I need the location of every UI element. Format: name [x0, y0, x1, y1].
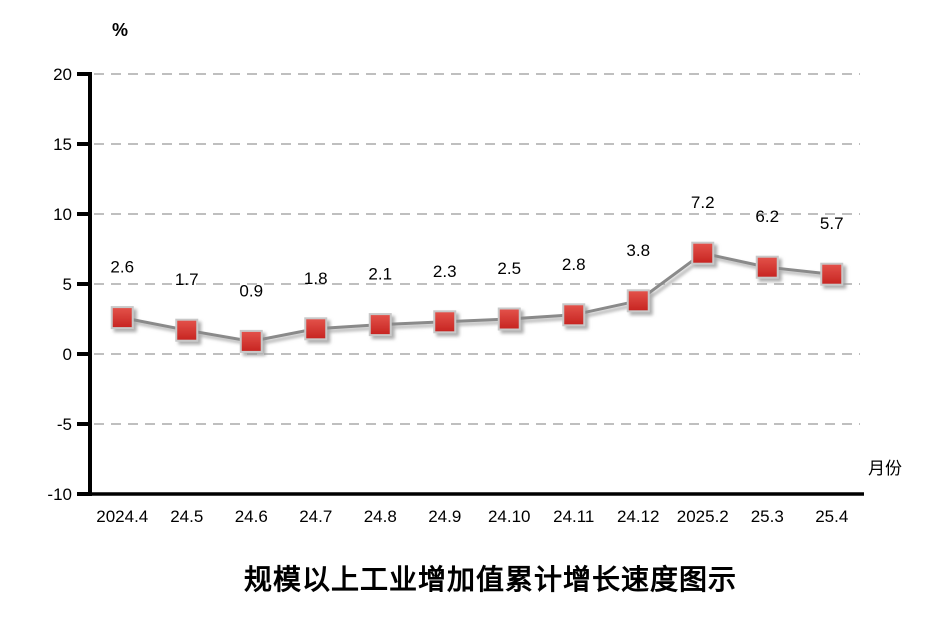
chart-title: 规模以上工业增加值累计增长速度图示 — [243, 565, 737, 596]
data-point-label: 7.2 — [691, 193, 715, 212]
data-point-label: 6.2 — [755, 207, 779, 226]
y-axis-unit-label: % — [112, 20, 129, 40]
x-tick-label: 24.12 — [617, 507, 660, 526]
y-tick-label: 10 — [53, 205, 72, 224]
x-tick-label: 24.6 — [235, 507, 268, 526]
x-tick-label: 24.8 — [364, 507, 397, 526]
y-tick-label: -10 — [47, 485, 72, 504]
data-point-label: 3.8 — [626, 241, 650, 260]
y-tick-label: 5 — [63, 275, 72, 294]
data-point-marker — [368, 313, 392, 337]
data-point-label: 2.5 — [497, 259, 521, 278]
x-tick-label: 24.10 — [488, 507, 531, 526]
data-point-marker — [820, 262, 844, 286]
x-tick-label: 2024.4 — [96, 507, 148, 526]
data-point-marker — [304, 317, 328, 341]
data-point-marker — [497, 307, 521, 331]
data-point-marker — [755, 255, 779, 279]
y-tick-label: 20 — [53, 65, 72, 84]
data-point-label: 1.7 — [175, 270, 199, 289]
series-line — [121, 251, 832, 343]
y-tick-label: 0 — [63, 345, 72, 364]
y-tick-label: 15 — [53, 135, 72, 154]
x-tick-label: 2025.2 — [677, 507, 729, 526]
x-tick-label: 24.5 — [170, 507, 203, 526]
x-tick-label: 24.9 — [428, 507, 461, 526]
data-series — [110, 241, 844, 353]
data-point-marker — [562, 303, 586, 327]
data-point-label: 5.7 — [820, 214, 844, 233]
data-point-marker — [433, 310, 457, 334]
y-tick-label: -5 — [57, 415, 72, 434]
x-tick-label: 24.7 — [299, 507, 332, 526]
data-point-marker — [175, 318, 199, 342]
x-tick-label: 25.3 — [751, 507, 784, 526]
data-point-marker — [239, 329, 263, 353]
data-point-label: 2.6 — [110, 258, 134, 277]
data-point-label: 2.1 — [368, 265, 392, 284]
data-point-label: 2.8 — [562, 255, 586, 274]
x-tick-label: 24.11 — [553, 507, 594, 526]
data-point-marker — [110, 306, 134, 330]
data-point-marker — [691, 241, 715, 265]
data-point-label: 1.8 — [304, 269, 328, 288]
data-point-label: 0.9 — [239, 281, 263, 300]
data-point-marker — [626, 289, 650, 313]
x-tick-label: 25.4 — [815, 507, 848, 526]
x-axis-title: 月份 — [868, 459, 902, 478]
data-point-label: 2.3 — [433, 262, 457, 281]
